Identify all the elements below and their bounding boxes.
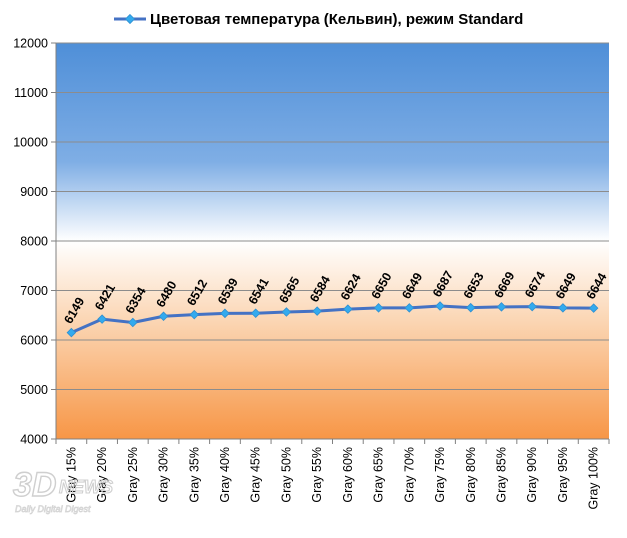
x-tick-label: Gray 85%: [494, 447, 508, 503]
data-point-marker: [189, 309, 200, 320]
watermark-logo: 3D NEWS Daily Digital Digest: [12, 465, 113, 514]
x-tick-label: Gray 35%: [187, 447, 201, 503]
data-point-marker: [97, 314, 107, 324]
y-tick-label: 12000: [13, 37, 48, 51]
data-point-marker: [66, 327, 77, 338]
y-tick-label: 11000: [14, 86, 48, 100]
data-point-marker: [281, 307, 292, 317]
x-axis: Gray 15% Gray 20% Gray 25% Gray 30% Gray 35%…: [55, 438, 610, 510]
y-tick-label: 4000: [20, 433, 48, 447]
data-point-marker: [158, 311, 169, 322]
x-tick-label: Gray 95%: [556, 447, 570, 503]
logo-3d: 3D: [13, 466, 56, 504]
y-tick-label: 10000: [13, 136, 48, 150]
legend: Цветовая температура (Кельвин), режим St…: [114, 11, 523, 28]
series-line: [66, 301, 599, 338]
x-tick-label: Gray 25%: [126, 447, 140, 503]
data-point-marker: [558, 303, 568, 313]
data-point-marker: [527, 301, 537, 312]
logo-tagline: Daily Digital Digest: [15, 504, 91, 514]
x-tick-label: Gray 45%: [249, 447, 263, 503]
y-tick-label: 5000: [20, 383, 48, 397]
x-tick-label: Gray 40%: [218, 447, 232, 503]
x-tick-label: Gray 15%: [64, 447, 78, 503]
x-tick-label: Gray 80%: [464, 447, 478, 503]
data-point-marker: [220, 308, 230, 319]
y-tick-label: 6000: [20, 334, 48, 348]
data-point-marker: [128, 317, 138, 328]
data-point-marker: [373, 303, 384, 313]
x-tick-label: Gray 75%: [433, 447, 447, 503]
data-point-marker: [312, 306, 322, 316]
series-polyline: [70, 304, 594, 334]
y-tick-label: 7000: [20, 284, 48, 298]
data-point-marker: [496, 302, 507, 312]
data-point-marker: [250, 308, 261, 318]
x-tick-label: Gray 90%: [525, 447, 539, 503]
legend-label: Цветовая температура (Кельвин), режим St…: [150, 11, 523, 28]
x-tick-label: Gray 60%: [341, 447, 355, 503]
y-tick-label: 9000: [20, 185, 48, 199]
x-tick-label: Gray 65%: [372, 447, 386, 503]
logo-news: NEWS: [59, 477, 113, 497]
y-axis: 4000 5000 6000 7000 8000 9000 10000 11000 12000: [13, 37, 57, 447]
x-tick-label: Gray 70%: [402, 447, 416, 503]
data-point-marker: [435, 301, 445, 311]
data-point-marker: [588, 303, 599, 313]
x-tick-label: Gray 50%: [279, 447, 293, 503]
legend-marker-swatch: [124, 13, 136, 25]
data-point-marker: [465, 302, 476, 313]
data-point-marker: [343, 304, 353, 314]
x-tick-label: Gray 100%: [587, 447, 601, 510]
x-tick-label: Gray 30%: [157, 447, 171, 503]
x-tick-label: Gray 55%: [310, 447, 324, 503]
x-tick-label: Gray 20%: [95, 447, 109, 503]
y-tick-label: 8000: [20, 235, 48, 249]
data-point-marker: [404, 303, 415, 313]
